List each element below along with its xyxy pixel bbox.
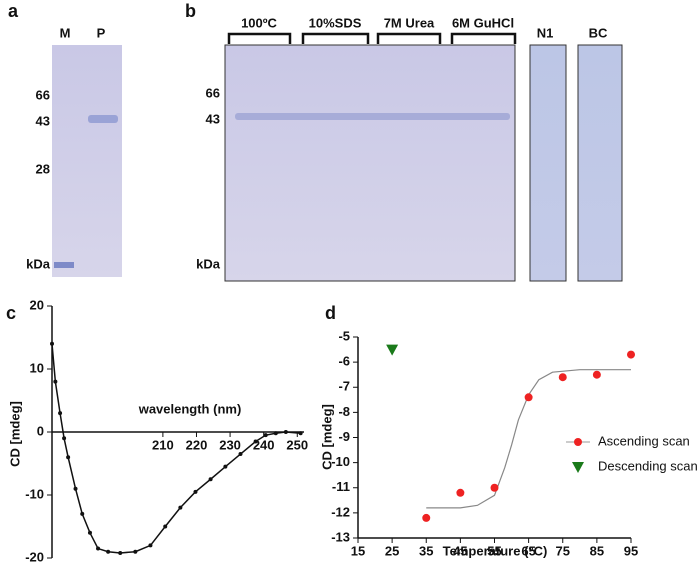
gel-band	[54, 262, 74, 268]
y-tick-label: -20	[25, 549, 44, 563]
marker-label: 28	[36, 161, 50, 176]
y-tick-label: -5	[338, 328, 350, 343]
x-tick-label: 45	[453, 543, 467, 558]
data-point	[627, 350, 635, 359]
data-point	[133, 549, 138, 554]
data-point	[148, 543, 153, 548]
gel	[577, 44, 623, 282]
group-label: 10%SDS	[309, 15, 362, 30]
gel-band	[88, 115, 118, 123]
data-point	[592, 370, 601, 379]
data-point	[58, 411, 63, 416]
marker-label: 43	[36, 113, 50, 128]
y-tick-label: -6	[338, 354, 350, 369]
legend-label: Descending scan	[598, 458, 698, 473]
legend-label: Ascending scan	[598, 433, 690, 448]
gel	[529, 44, 567, 282]
legend-marker	[572, 462, 584, 473]
unit-label: kDa	[26, 256, 51, 271]
data-point	[73, 486, 78, 491]
panel-label: b	[185, 1, 196, 21]
y-tick-label: -7	[338, 379, 350, 394]
data-point	[96, 546, 101, 551]
lane-label: N1	[537, 25, 554, 40]
legend-marker	[574, 438, 582, 446]
data-point	[298, 431, 303, 436]
x-tick-label: 230	[219, 437, 241, 452]
brackets	[227, 32, 517, 44]
y-tick-label: -11	[332, 479, 350, 494]
unit-label: kDa	[196, 256, 221, 271]
data-point	[208, 477, 213, 482]
data-point	[490, 483, 499, 492]
y-tick-label: 20	[30, 297, 44, 312]
data-point	[178, 505, 183, 510]
group-label: 7M Urea	[384, 15, 435, 30]
x-tick-label: 85	[590, 543, 604, 558]
x-tick-label: 250	[286, 437, 308, 452]
x-tick-label: 65	[521, 543, 535, 558]
gel	[224, 44, 516, 282]
y-tick-label: -13	[331, 529, 350, 544]
data-point	[283, 430, 288, 434]
x-tick-label: 220	[186, 437, 208, 452]
y-tick-label: -12	[331, 504, 350, 519]
data-point	[422, 513, 431, 522]
y-tick-label: -9	[338, 429, 350, 444]
data-point	[558, 373, 567, 382]
x-tick-label: 35	[419, 543, 433, 558]
panel-label: d	[325, 303, 336, 323]
x-tick-label: 240	[253, 437, 275, 452]
panel-label: a	[8, 1, 19, 21]
data-point	[118, 550, 123, 555]
marker-label: 66	[36, 87, 50, 102]
y-tick-label: 10	[30, 360, 44, 375]
x-tick-label: 95	[624, 543, 638, 558]
group-label: 100ºC	[241, 15, 277, 30]
y-tick-label: -10	[331, 454, 350, 469]
x-tick-label: 25	[385, 543, 399, 558]
data-point	[87, 530, 92, 535]
x-tick-label: 15	[351, 543, 365, 558]
group-label: 6M GuHCl	[452, 15, 514, 30]
y-tick-label: -8	[338, 404, 350, 419]
panel-label: c	[6, 303, 16, 323]
y-axis-label: CD [mdeg]	[7, 401, 22, 467]
x-tick-label: 55	[487, 543, 501, 558]
data-point	[273, 431, 278, 436]
x-axis-label: wavelength (nm)	[138, 401, 242, 416]
y-tick-label: 0	[37, 423, 44, 438]
data-point	[263, 433, 268, 438]
data-point	[253, 439, 258, 444]
data-point	[80, 511, 85, 516]
marker-label: 66	[206, 85, 220, 100]
x-axis-label: Temperature (°C)	[443, 543, 548, 558]
lane-label: M	[60, 25, 71, 40]
data-point	[238, 452, 243, 457]
data-point	[386, 344, 399, 356]
data-point	[53, 379, 58, 384]
data-point	[66, 455, 71, 460]
marker-label: 43	[206, 111, 220, 126]
data-point	[106, 549, 111, 554]
lane-label: P	[97, 25, 106, 40]
lane-label: BC	[589, 25, 608, 40]
x-tick-label: 210	[152, 437, 174, 452]
data-point	[193, 489, 198, 494]
data-point	[163, 524, 168, 529]
data-point	[456, 488, 465, 497]
gel-band	[235, 113, 510, 120]
data-point	[223, 464, 228, 469]
fit-curve	[426, 369, 631, 509]
data-point	[50, 341, 54, 346]
y-axis-label: CD [mdeg]	[319, 404, 334, 470]
data-point	[62, 436, 67, 441]
data-point	[524, 393, 533, 402]
y-tick-label: -10	[25, 486, 44, 501]
gel	[52, 45, 122, 277]
x-tick-label: 75	[556, 543, 570, 558]
